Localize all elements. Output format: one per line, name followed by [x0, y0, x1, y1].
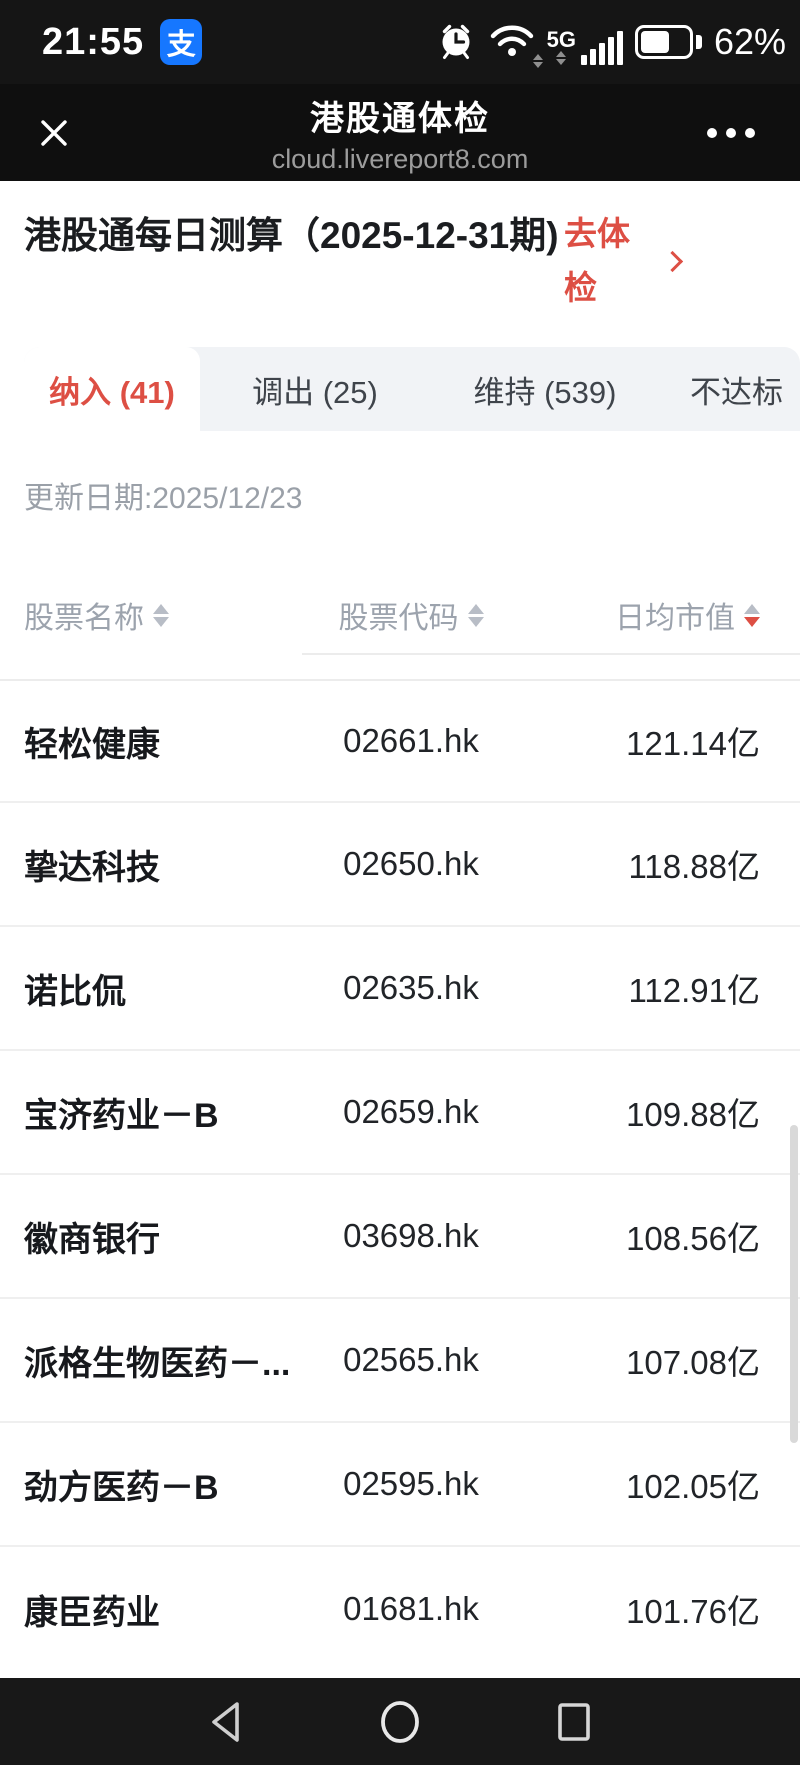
- column-avg-market-cap[interactable]: 日均市值: [526, 593, 776, 637]
- table-row[interactable]: 康臣药业 01681.hk 101.76亿: [24, 1590, 760, 1632]
- table-row[interactable]: 宝济药业－B 02659.hk 109.88亿: [0, 1051, 800, 1175]
- column-stock-name[interactable]: 股票名称: [24, 593, 296, 637]
- more-menu-button[interactable]: [707, 118, 755, 148]
- table-row[interactable]: 劲方医药－B 02595.hk 102.05亿: [0, 1423, 800, 1547]
- sort-icon: [153, 603, 169, 627]
- table-row[interactable]: 诺比侃 02635.hk 112.91亿: [0, 927, 800, 1051]
- wifi-icon: [489, 21, 543, 68]
- android-nav-bar: [0, 1678, 800, 1765]
- go-check-arrow[interactable]: [638, 207, 688, 315]
- network-type-label: 5G: [546, 27, 576, 52]
- go-check-link[interactable]: 去体检: [564, 215, 630, 306]
- tab-removed[interactable]: 调出 (25): [252, 374, 378, 410]
- table-row[interactable]: 徽商银行 03698.hk 108.56亿: [0, 1175, 800, 1299]
- back-button[interactable]: [203, 1699, 249, 1745]
- table-row[interactable]: 派格生物医药－... 02565.hk 107.08亿: [0, 1299, 800, 1423]
- table-row[interactable]: 轻松健康 02661.hk 121.14亿: [0, 679, 800, 803]
- table-header: 股票名称 股票代码 日均市值: [0, 593, 800, 653]
- section-header: 港股通每日测算（2025-12-31期) 去体检: [0, 181, 800, 315]
- page-content: 港股通每日测算（2025-12-31期) 去体检 纳入 (41) 调出 (25)…: [0, 181, 800, 1678]
- status-icons: 5G 62%: [435, 19, 786, 68]
- stock-table: 轻松健康 02661.hk 121.14亿 挚达科技 02650.hk 118.…: [0, 679, 800, 1671]
- status-bar: 21:55 支 5G: [0, 0, 800, 84]
- back-triangle-icon: [212, 1701, 239, 1742]
- page-title: 港股通体检: [310, 99, 490, 138]
- browser-title-block: 港股通体检 cloud.livereport8.com: [0, 84, 800, 181]
- recents-button[interactable]: [551, 1699, 597, 1745]
- page-url: cloud.livereport8.com: [271, 143, 529, 174]
- alarm-icon: [435, 19, 477, 66]
- sort-desc-icon: [744, 603, 760, 627]
- cellular-signal-icon: 5G: [547, 19, 623, 65]
- scrollbar-thumb[interactable]: [790, 1125, 798, 1443]
- sort-icon: [467, 603, 484, 627]
- update-date: 更新日期:2025/12/23: [24, 482, 303, 515]
- home-button[interactable]: [377, 1699, 423, 1745]
- signal-bars-icon: [580, 19, 623, 65]
- section-title: 港股通每日测算（2025-12-31期): [24, 215, 559, 256]
- close-icon: [41, 119, 67, 146]
- tab-below-standard[interactable]: 不达标: [690, 374, 783, 410]
- wifi-traffic-arrows-icon: [532, 53, 543, 68]
- alipay-notification-icon: 支: [160, 19, 203, 65]
- tab-included[interactable]: 纳入 (41): [24, 347, 200, 431]
- tab-bar: 纳入 (41) 调出 (25) 维持 (539) 不达标: [24, 347, 800, 431]
- recents-square-icon: [558, 1702, 590, 1741]
- cellular-traffic-arrows-icon: [556, 51, 567, 65]
- ellipsis-icon: [707, 127, 717, 138]
- browser-title-bar: 港股通体检 cloud.livereport8.com: [0, 84, 800, 181]
- chevron-right-icon: [661, 250, 684, 272]
- header-underline: [302, 653, 800, 655]
- clock-time: 21:55: [42, 20, 145, 63]
- close-button[interactable]: [30, 109, 78, 157]
- tab-maintained[interactable]: 维持 (539): [473, 374, 617, 410]
- battery-percent: 62%: [713, 21, 786, 62]
- battery-icon: [634, 25, 702, 59]
- column-stock-code[interactable]: 股票代码: [296, 593, 526, 637]
- home-circle-icon: [381, 1700, 419, 1743]
- table-row[interactable]: 挚达科技 02650.hk 118.88亿: [0, 803, 800, 927]
